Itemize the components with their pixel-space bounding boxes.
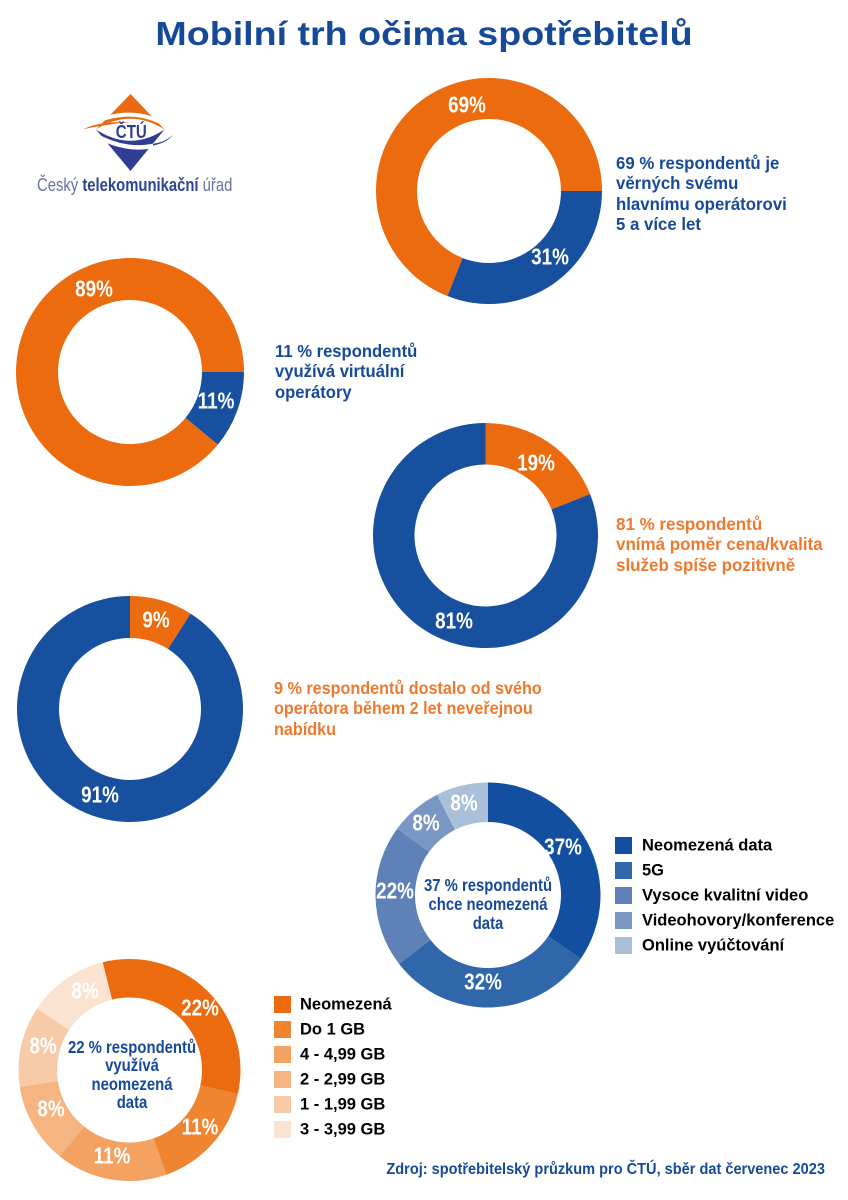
svg-text:ČTÚ: ČTÚ: [116, 121, 147, 142]
